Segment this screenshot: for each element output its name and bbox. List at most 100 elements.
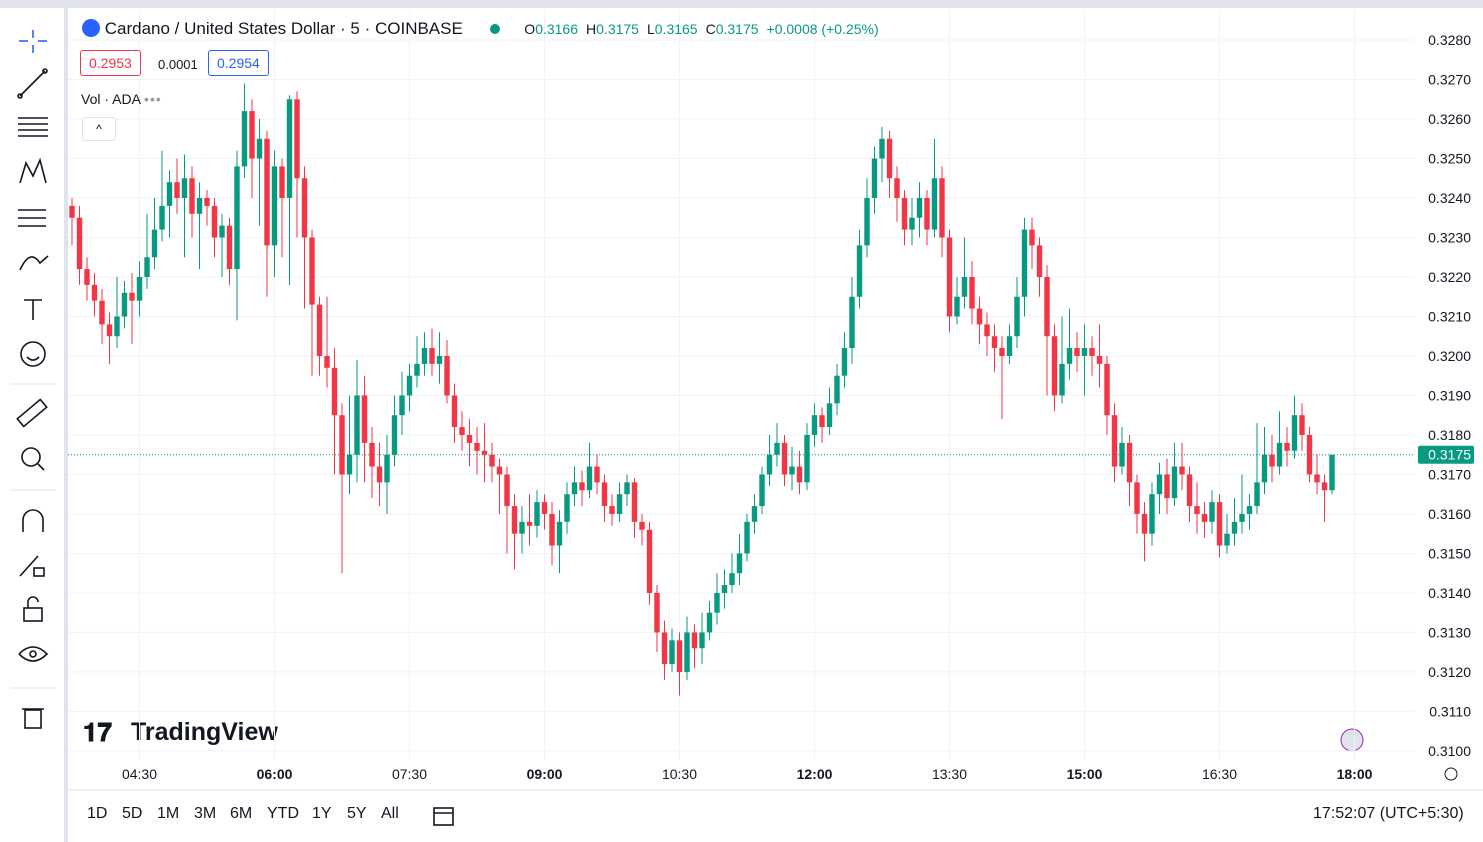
candle-body — [196, 197, 203, 214]
candle-body — [421, 348, 428, 364]
candle-body — [571, 482, 578, 495]
last-price-label: 0.3175 — [1428, 447, 1471, 463]
x-tick-label: 04:30 — [122, 766, 157, 782]
indicator-menu[interactable]: ••• — [144, 91, 162, 107]
candle-body — [564, 494, 570, 522]
brush-tool[interactable] — [19, 255, 49, 271]
lock-drawing-tool[interactable] — [19, 555, 45, 577]
candle-body — [384, 454, 390, 483]
y-tick-label: 0.3130 — [1428, 624, 1471, 640]
candle-body — [1096, 355, 1103, 364]
date-range-icon[interactable] — [431, 803, 457, 829]
delete-tool[interactable] — [22, 708, 44, 729]
range-button[interactable]: 1D — [87, 805, 108, 822]
candle-body — [699, 632, 705, 649]
candle-body — [271, 166, 278, 246]
candle-body — [144, 257, 150, 277]
logo-mark: 𝟏𝟕 — [83, 717, 112, 747]
range-button[interactable]: 1Y — [312, 805, 332, 822]
candle-body — [609, 506, 615, 514]
candle-body — [676, 640, 683, 672]
candle-body — [594, 466, 600, 483]
candle-body — [1149, 494, 1155, 534]
forecast-tool[interactable] — [18, 209, 46, 227]
candle-body — [1171, 466, 1178, 499]
candle-body — [1201, 513, 1208, 522]
ohlc-row: O0.3166 H0.3175 L0.3165 C0.3175 +0.0008 (+0.… — [524, 21, 878, 37]
status-dot — [489, 24, 500, 34]
candle-body — [354, 395, 360, 455]
candle-body — [541, 502, 548, 514]
ruler-tool[interactable] — [16, 398, 48, 428]
candle-body — [819, 415, 825, 428]
candle-body — [1306, 434, 1313, 475]
ask-box[interactable]: 0.2954 — [208, 50, 269, 76]
trend-line-tool[interactable] — [17, 68, 48, 99]
candle-body — [526, 521, 533, 526]
lock-tool[interactable] — [23, 596, 43, 622]
range-button[interactable]: 5D — [122, 805, 143, 822]
logo: TradingView — [131, 718, 278, 746]
text-tool[interactable] — [24, 299, 42, 320]
range-button[interactable]: YTD — [267, 805, 299, 822]
candle-body — [166, 182, 173, 206]
candle-body — [1089, 348, 1095, 356]
candle-body — [1329, 454, 1335, 491]
candle-body — [796, 466, 803, 483]
ohlc-label: L — [646, 21, 655, 37]
crosshair-tool[interactable] — [19, 30, 47, 53]
range-button[interactable]: 5Y — [347, 805, 367, 822]
candle-body — [466, 434, 473, 443]
candle-body — [129, 292, 135, 301]
candle-body — [1261, 454, 1268, 483]
candle-body — [106, 324, 113, 337]
fib-tool[interactable] — [18, 117, 48, 137]
bid-box[interactable]: 0.2953 — [80, 50, 141, 76]
candle-body — [519, 521, 525, 534]
candle-body — [879, 138, 885, 159]
candle-body — [684, 632, 690, 672]
candle-body — [939, 178, 945, 238]
candle-body — [294, 99, 300, 179]
ohlc-value: 0.3175 — [715, 21, 759, 37]
candle-body — [1156, 474, 1163, 495]
candle-body — [579, 482, 585, 491]
candle-body — [736, 553, 743, 574]
y-tick-label: 0.3110 — [1429, 703, 1471, 719]
candle-body — [954, 296, 960, 317]
range-button[interactable]: 1M — [157, 805, 180, 822]
candle-body — [256, 138, 263, 159]
candle-body — [309, 237, 315, 305]
range-button[interactable]: All — [381, 805, 399, 822]
candle-body — [489, 454, 495, 467]
candle-body — [556, 521, 563, 546]
range-button[interactable]: 6M — [230, 805, 253, 822]
toolbar — [0, 8, 64, 842]
candle-body — [916, 197, 923, 218]
pattern-tool[interactable] — [19, 157, 47, 184]
range-button[interactable]: 3M — [194, 805, 217, 822]
magnet-tool[interactable] — [22, 509, 44, 532]
candle-body — [114, 316, 120, 337]
y-tick-label: 0.3100 — [1428, 743, 1471, 759]
candle-body — [1059, 363, 1065, 396]
visibility-tool[interactable] — [18, 646, 49, 662]
candle-body — [84, 269, 90, 285]
candle-body — [76, 217, 83, 270]
chart-panel — [68, 8, 1483, 842]
indicator-name: Vol · ADA — [81, 91, 141, 107]
candle-body — [1209, 502, 1215, 522]
candle-body — [991, 336, 998, 349]
collapse-button[interactable]: ^ — [82, 117, 116, 141]
flag-icon — [1340, 728, 1364, 752]
candle-body — [834, 375, 840, 404]
x-tick-label: 09:00 — [527, 766, 563, 782]
candle-body — [1194, 506, 1200, 514]
ohlc-label: C — [705, 21, 716, 37]
candle-body — [399, 395, 405, 416]
settings-icon[interactable] — [1444, 767, 1458, 781]
candle-body — [1111, 415, 1118, 467]
emoji-tool[interactable] — [20, 341, 46, 367]
candle-body — [496, 466, 503, 475]
zoom-tool[interactable] — [21, 447, 45, 471]
